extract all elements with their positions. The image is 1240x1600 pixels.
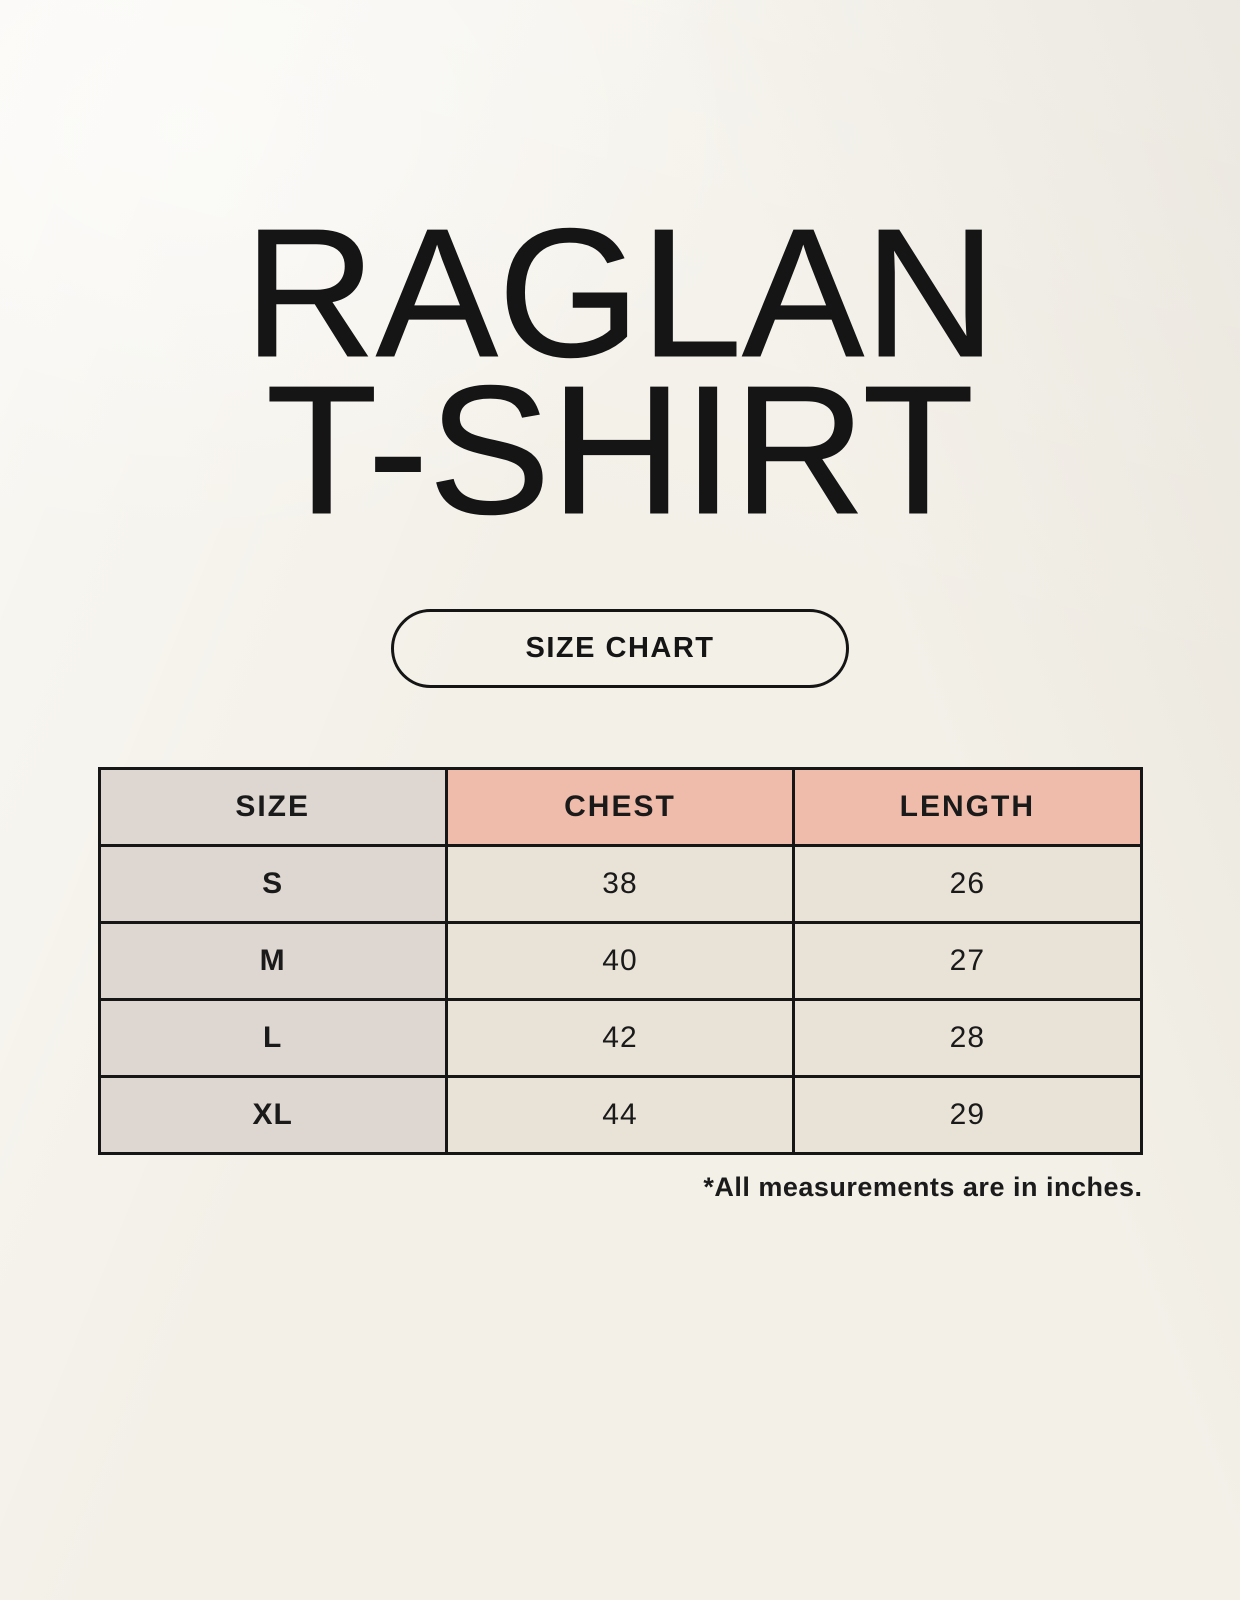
length-cell: 28 — [792, 997, 1143, 1078]
size-cell: M — [97, 920, 448, 1001]
length-cell: 26 — [792, 843, 1143, 924]
length-cell: 29 — [792, 1074, 1143, 1155]
chest-cell: 42 — [444, 997, 796, 1078]
chest-cell: 38 — [444, 843, 796, 924]
chest-cell: 40 — [444, 920, 796, 1001]
size-cell: XL — [97, 1074, 448, 1155]
page-title: RAGLAN T-SHIRT — [0, 0, 1240, 542]
column-header-size: SIZE — [97, 766, 448, 847]
title-line-1: RAGLAN — [243, 190, 997, 395]
length-cell: 27 — [792, 920, 1143, 1001]
table-row: L 42 28 — [97, 997, 1143, 1078]
table-row: S 38 26 — [97, 843, 1143, 924]
size-cell: S — [97, 843, 448, 924]
size-chart-button[interactable]: SIZE CHART — [391, 608, 849, 688]
table-row: M 40 27 — [97, 920, 1143, 1001]
table-row: XL 44 29 — [97, 1074, 1143, 1155]
title-line-2: T-SHIRT — [265, 347, 975, 553]
column-header-chest: CHEST — [444, 766, 796, 847]
size-cell: L — [97, 997, 448, 1078]
column-header-length: LENGTH — [792, 766, 1143, 847]
table-header-row: SIZE CHEST LENGTH — [97, 766, 1143, 847]
size-chart-table: SIZE CHEST LENGTH S 38 26 M 40 27 L 42 2… — [97, 766, 1143, 1155]
measurements-footnote: *All measurements are in inches. — [703, 1171, 1143, 1202]
chest-cell: 44 — [444, 1074, 796, 1155]
